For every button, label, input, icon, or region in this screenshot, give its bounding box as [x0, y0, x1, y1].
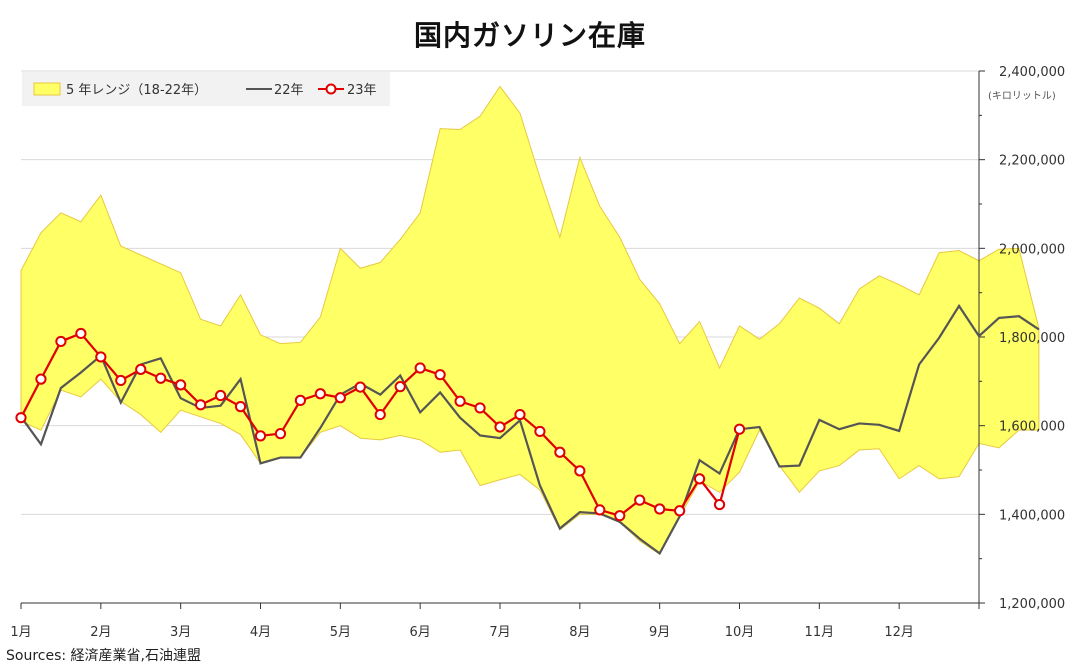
y-tick-label: 1,800,000	[999, 331, 1065, 346]
point-23	[374, 408, 386, 421]
x-tick-label: 2月	[90, 625, 111, 640]
x-tick-label: 12月	[884, 625, 914, 640]
y-tick-label: 2,200,000	[999, 154, 1065, 169]
source-note: Sources: 経済産業省,石油連盟	[6, 648, 201, 664]
point-23	[394, 381, 406, 393]
x-tick-label: 4月	[250, 625, 271, 640]
x-tick-label: 9月	[649, 625, 670, 640]
point-23	[334, 392, 346, 404]
x-tick-label: 3月	[170, 625, 191, 640]
point-23	[234, 401, 247, 413]
point-23	[514, 408, 526, 421]
point-23	[195, 399, 207, 411]
point-23	[693, 473, 706, 485]
point-23	[55, 335, 67, 348]
point-23	[115, 374, 127, 387]
point-23	[214, 389, 227, 402]
point-23	[75, 327, 87, 340]
point-23	[35, 373, 47, 385]
y-tick-label: 1,400,000	[999, 508, 1065, 523]
y-unit-note: (キロリットル)	[988, 91, 1056, 102]
y-tick-label: 2,000,000	[999, 242, 1065, 257]
y-tick-label: 1,200,000	[999, 597, 1065, 612]
x-tick-label: 6月	[410, 625, 431, 640]
point-23	[733, 423, 746, 435]
point-23	[713, 498, 726, 511]
five-year-range-band	[20, 85, 1040, 555]
point-23	[614, 510, 626, 522]
legend: 5 年レンジ（18-22年） 22年 23年	[22, 72, 390, 106]
x-tick-label: 7月	[489, 625, 510, 640]
point-23	[414, 362, 426, 374]
point-23	[634, 494, 646, 506]
point-23	[254, 430, 267, 442]
x-tick-label: 1月	[10, 625, 31, 640]
series-line-22	[20, 303, 1040, 555]
chart-title: 国内ガソリン在庫	[413, 19, 646, 52]
point-23	[274, 428, 287, 440]
point-23	[95, 351, 107, 363]
point-23	[534, 425, 546, 438]
point-23	[314, 388, 326, 400]
point-23	[155, 372, 167, 384]
point-23	[474, 402, 486, 414]
point-23	[175, 379, 187, 391]
legend-marker-23	[325, 83, 337, 95]
y-tick-label: 2,400,000	[999, 65, 1065, 80]
legend-swatch-range	[33, 82, 61, 96]
series-markers-23	[15, 327, 746, 522]
y-tick-label: 1,600,000	[999, 420, 1065, 435]
point-23	[494, 421, 506, 433]
point-23	[354, 381, 366, 393]
point-23	[594, 504, 606, 516]
point-23	[294, 394, 307, 406]
point-23	[135, 363, 147, 375]
legend-label-22: 22年	[274, 83, 304, 98]
legend-label-23: 23年	[347, 83, 377, 98]
point-23	[654, 503, 666, 515]
point-23	[574, 465, 586, 477]
x-tick-label: 11月	[805, 625, 835, 640]
y-tick-labels: 1,200,000 1,400,000 1,600,000 1,800,000 2,00…	[999, 65, 1065, 612]
x-tick-label: 10月	[725, 625, 755, 640]
x-tick-labels: 1月 2月 3月 4月 5月 6月 7月 8月 9月 10月 11月 12月	[10, 625, 914, 640]
point-23	[554, 446, 566, 458]
point-23	[434, 369, 446, 381]
x-tick-label: 8月	[569, 625, 590, 640]
point-23	[454, 395, 466, 407]
x-tick-label: 5月	[330, 625, 351, 640]
point-23	[15, 412, 27, 424]
legend-label-range: 5 年レンジ（18-22年）	[66, 83, 207, 98]
point-23	[674, 505, 686, 517]
